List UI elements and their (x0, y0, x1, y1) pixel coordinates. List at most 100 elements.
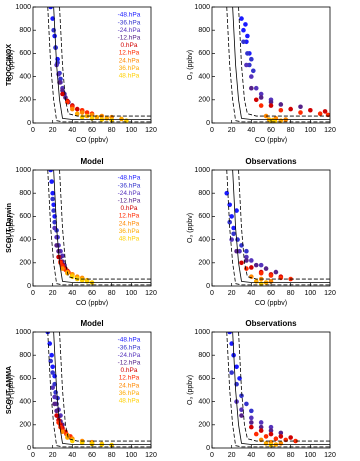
y-axis-label: O₃ (ppbv) (8, 375, 15, 405)
reference-line (232, 170, 330, 283)
point (268, 428, 274, 433)
x-tick-label: 100 (125, 127, 137, 134)
point (249, 424, 254, 430)
x-tick-label: 20 (49, 127, 57, 134)
point (94, 114, 100, 120)
point (278, 107, 284, 113)
x-tick-label: 0 (210, 290, 214, 297)
y-tick-label: 0 (206, 283, 210, 290)
y-axis-label: O₃ (ppbv) (187, 50, 194, 80)
legend-entry: 12.hPa (119, 50, 140, 57)
point (251, 68, 256, 74)
y-axis-label: O₃ (ppbv) (8, 213, 15, 243)
point (50, 364, 55, 370)
point (51, 202, 56, 208)
x-tick-label: 120 (145, 290, 157, 297)
y-tick-label: 200 (198, 260, 210, 267)
point (298, 104, 303, 110)
point (79, 277, 85, 283)
legend-entry: 0.hPa (121, 367, 138, 374)
point (124, 118, 129, 123)
point (278, 118, 284, 123)
x-tick-label: 60 (267, 290, 275, 297)
x-tick-label: 20 (49, 290, 57, 297)
point (253, 85, 259, 91)
point (268, 99, 274, 105)
reference-line (232, 332, 330, 445)
point (65, 435, 70, 440)
point (263, 434, 269, 439)
point (258, 281, 264, 286)
legend-entry: -24.hPa (118, 27, 141, 34)
plot (226, 332, 330, 448)
reference-line (47, 170, 151, 286)
point (258, 428, 264, 433)
y-tick-label: 0 (206, 445, 210, 452)
y-tick-label: 200 (19, 422, 31, 429)
reference-line (226, 332, 330, 448)
chart-title: Observations (245, 157, 297, 166)
point (52, 381, 57, 387)
x-tick-label: 40 (247, 290, 255, 297)
x-axis-label: CO (ppbv) (255, 300, 287, 307)
x-tick-label: 120 (145, 452, 157, 459)
point (253, 97, 259, 103)
point (49, 352, 54, 358)
x-tick-label: 40 (68, 290, 76, 297)
y-tick-label: 400 (19, 236, 31, 243)
point (227, 332, 232, 335)
point (84, 279, 90, 284)
point (50, 370, 55, 375)
y-tick-label: 800 (198, 27, 210, 34)
point (51, 208, 56, 213)
point (249, 258, 254, 263)
x-tick-label: 120 (145, 127, 157, 134)
point (278, 102, 284, 107)
x-tick-label: 80 (287, 290, 295, 297)
point (239, 393, 244, 399)
x-tick-label: 0 (31, 127, 35, 134)
x-tick-label: 80 (108, 127, 116, 134)
reference-line (59, 332, 151, 442)
x-tick-label: 80 (108, 290, 116, 297)
legend-entry: 24.hPa (119, 220, 140, 227)
point (245, 51, 250, 56)
point (249, 74, 254, 79)
x-tick-label: 100 (304, 127, 316, 134)
y-tick-label: 1000 (15, 4, 31, 11)
point (249, 85, 254, 91)
x-tick-label: 40 (247, 452, 255, 459)
point (283, 437, 289, 443)
legend-entry: 0.hPa (121, 42, 138, 49)
point (317, 111, 323, 117)
point (244, 62, 249, 68)
legend-entry: -36.hPa (118, 19, 141, 26)
point (249, 274, 254, 280)
x-tick-label: 40 (247, 127, 255, 134)
legend-entry: 0.hPa (121, 205, 138, 212)
point (231, 231, 236, 237)
y-tick-label: 400 (198, 73, 210, 80)
x-tick-label: 80 (287, 452, 295, 459)
x-tick-label: 40 (68, 452, 76, 459)
y-tick-label: 200 (19, 260, 31, 267)
x-tick-label: 60 (267, 452, 275, 459)
point (244, 254, 249, 260)
legend-entry: -12.hPa (118, 198, 141, 205)
y-tick-label: 0 (27, 120, 31, 127)
y-axis-label: O₃ (ppbv) (8, 50, 15, 80)
x-tick-label: 100 (125, 290, 137, 297)
point (258, 95, 264, 100)
point (60, 88, 65, 93)
point (50, 385, 55, 390)
y-tick-label: 200 (19, 97, 31, 104)
point (263, 441, 269, 446)
x-tick-label: 20 (228, 290, 236, 297)
reference-line (53, 7, 151, 120)
point (258, 262, 264, 268)
point (322, 109, 328, 114)
plot (224, 170, 330, 286)
chart-title: Model (80, 319, 103, 328)
x-tick-label: 60 (88, 452, 96, 459)
y-tick-label: 600 (19, 375, 31, 382)
